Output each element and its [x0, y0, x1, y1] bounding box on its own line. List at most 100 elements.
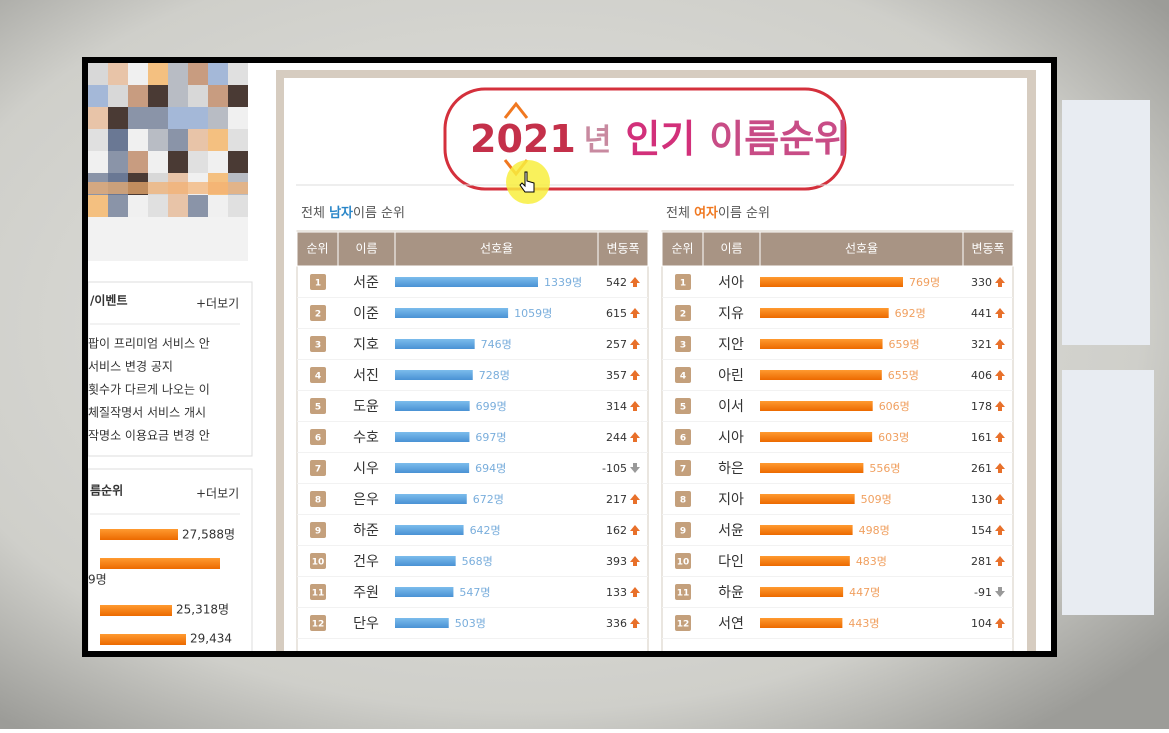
- table-heading: 전체 여자이름 순위: [666, 205, 770, 221]
- rank-badge: [675, 491, 691, 507]
- pixel: [128, 217, 148, 239]
- table-heading: 전체 남자이름 순위: [301, 205, 405, 221]
- count-label: 503명: [455, 617, 486, 630]
- name: 다인: [718, 554, 744, 570]
- pixel: [208, 129, 228, 151]
- pixel: [108, 129, 128, 151]
- pixel: [188, 217, 208, 239]
- rank: 10: [312, 558, 325, 568]
- rank: 2: [315, 310, 321, 320]
- rank-badge: [310, 460, 326, 476]
- more-link[interactable]: +더보기: [196, 297, 239, 311]
- pixel: [208, 217, 228, 239]
- bar: [760, 494, 855, 504]
- change: 161: [971, 431, 992, 444]
- count-label: 694명: [475, 462, 506, 475]
- pixel: [88, 217, 108, 239]
- rank: 7: [315, 465, 321, 475]
- rank: 2: [680, 310, 686, 320]
- change: 615: [606, 307, 627, 320]
- rank-badge: [310, 274, 326, 290]
- up-chevron: [503, 101, 529, 119]
- pixel: [88, 129, 108, 151]
- pixel: [168, 217, 188, 239]
- title-box: [443, 87, 847, 191]
- name: 지유: [718, 306, 744, 322]
- notice-box: [88, 281, 253, 457]
- rank: 5: [315, 403, 321, 413]
- rank: 3: [315, 341, 321, 351]
- rank-badge: [675, 336, 691, 352]
- rank-badge: [310, 429, 326, 445]
- column-header: 선호율: [845, 242, 878, 256]
- name: 서연: [718, 616, 744, 632]
- pixel: [208, 239, 228, 261]
- arrow-up: [630, 556, 640, 566]
- pixel: [88, 85, 108, 107]
- change: 406: [971, 369, 992, 382]
- count-label: 603명: [878, 431, 909, 444]
- pixelated-photo: [88, 63, 248, 261]
- paper-note: [1062, 370, 1154, 615]
- change: 281: [971, 555, 992, 568]
- pixel: [128, 151, 148, 173]
- pixel: [188, 239, 208, 261]
- rank-badge: [310, 522, 326, 538]
- pixel: [108, 195, 128, 217]
- more-link[interactable]: +더보기: [196, 487, 239, 501]
- name: 서진: [353, 368, 379, 384]
- name: 서준: [353, 275, 379, 291]
- column-header: 선호율: [480, 242, 513, 256]
- pixel: [228, 129, 248, 151]
- count-label: 547명: [459, 586, 490, 599]
- rank-badge: [675, 460, 691, 476]
- arrow-up: [630, 370, 640, 380]
- notice-item: 팝이 프리미엄 서비스 안: [88, 337, 210, 351]
- rank: 4: [680, 372, 686, 382]
- rank-badge: [310, 305, 326, 321]
- sidebar-label: 27,588명: [182, 528, 235, 542]
- rank-badge: [675, 274, 691, 290]
- column-header: 순위: [671, 242, 693, 256]
- name: 서아: [718, 275, 744, 291]
- arrow-up: [630, 308, 640, 318]
- rank: 11: [312, 589, 325, 599]
- arrow-up: [995, 308, 1005, 318]
- name: 수호: [353, 430, 379, 446]
- name: 시우: [353, 461, 379, 477]
- name: 서윤: [718, 523, 744, 539]
- pixel: [188, 129, 208, 151]
- bar: [395, 587, 454, 597]
- rank-badge: [310, 491, 326, 507]
- change: 178: [971, 400, 992, 413]
- change: 217: [606, 493, 627, 506]
- rank-badge: [675, 584, 691, 600]
- count-label: 642명: [470, 524, 501, 537]
- count-label: 769명: [909, 276, 940, 289]
- rank: 6: [680, 434, 686, 444]
- count-label: 568명: [462, 555, 493, 568]
- pixel: [228, 195, 248, 217]
- notice-item: 횟수가 다르게 나오는 이: [88, 383, 210, 397]
- pixel: [148, 217, 168, 239]
- change: 330: [971, 276, 992, 289]
- title-year: 2021: [470, 117, 576, 161]
- pixel: [168, 85, 188, 107]
- change: -91: [974, 586, 992, 599]
- count-label: 606명: [879, 400, 910, 413]
- bar: [395, 308, 509, 318]
- column-header: 변동폭: [606, 242, 639, 256]
- pixel: [188, 85, 208, 107]
- bar: [395, 618, 449, 628]
- banner-strip: [88, 182, 248, 194]
- notice-title: /이벤트: [90, 293, 128, 308]
- bar: [760, 556, 850, 566]
- pixel: [168, 195, 188, 217]
- change: 261: [971, 462, 992, 475]
- change: 441: [971, 307, 992, 320]
- pixel: [228, 151, 248, 173]
- count-label: 483명: [856, 555, 887, 568]
- rank: 1: [315, 279, 321, 289]
- paper-note: [1062, 100, 1150, 345]
- notice-item: 서비스 변경 공지: [88, 360, 173, 374]
